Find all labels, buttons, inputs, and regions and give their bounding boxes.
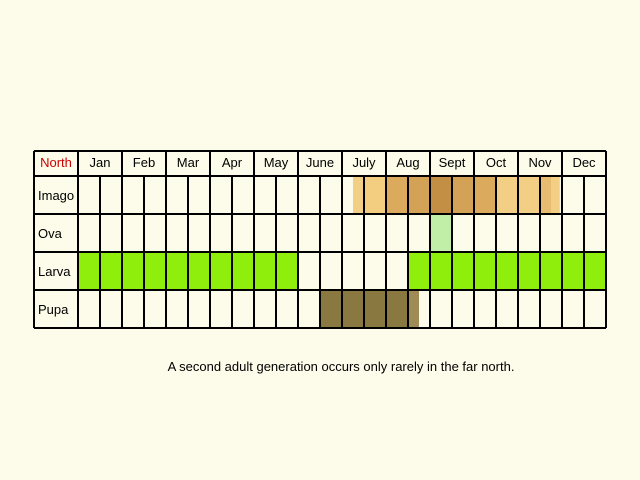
stage-label: Ova: [38, 226, 63, 241]
month-label: Aug: [396, 155, 419, 170]
stage-fill-pupa: [408, 290, 419, 328]
calendar-grid: [33, 150, 607, 329]
stage-fill-imago: [408, 176, 430, 214]
stage-fill-imago: [353, 176, 364, 214]
month-label: June: [306, 155, 334, 170]
month-label: May: [264, 155, 289, 170]
month-label: Feb: [133, 155, 155, 170]
month-label: Apr: [222, 155, 243, 170]
stage-fill-imago: [474, 176, 496, 214]
stage-fill-imago: [551, 176, 560, 214]
stage-fill-ova: [430, 214, 452, 252]
stage-fill-larva: [408, 252, 606, 290]
calendar-labels: North Jan Feb Mar Apr May June July Aug Sept Oct N…: [38, 155, 596, 317]
stage-fill-imago: [386, 176, 408, 214]
month-label: Nov: [528, 155, 552, 170]
stage-label: Pupa: [38, 302, 69, 317]
stage-label: Larva: [38, 264, 71, 279]
month-label: Mar: [177, 155, 200, 170]
stage-fill-imago: [496, 176, 518, 214]
month-label: July: [352, 155, 376, 170]
stage-fill-imago: [540, 176, 551, 214]
footnote: A second adult generation occurs only ra…: [167, 359, 515, 374]
stage-label: Imago: [38, 188, 74, 203]
month-label: Sept: [439, 155, 466, 170]
month-label: Dec: [572, 155, 596, 170]
month-label: Oct: [486, 155, 507, 170]
stage-fill-imago: [364, 176, 386, 214]
region-label: North: [40, 155, 72, 170]
stage-fill-imago: [518, 176, 540, 214]
stage-fill-imago: [430, 176, 452, 214]
stage-fill-imago: [452, 176, 474, 214]
month-label: Jan: [90, 155, 111, 170]
